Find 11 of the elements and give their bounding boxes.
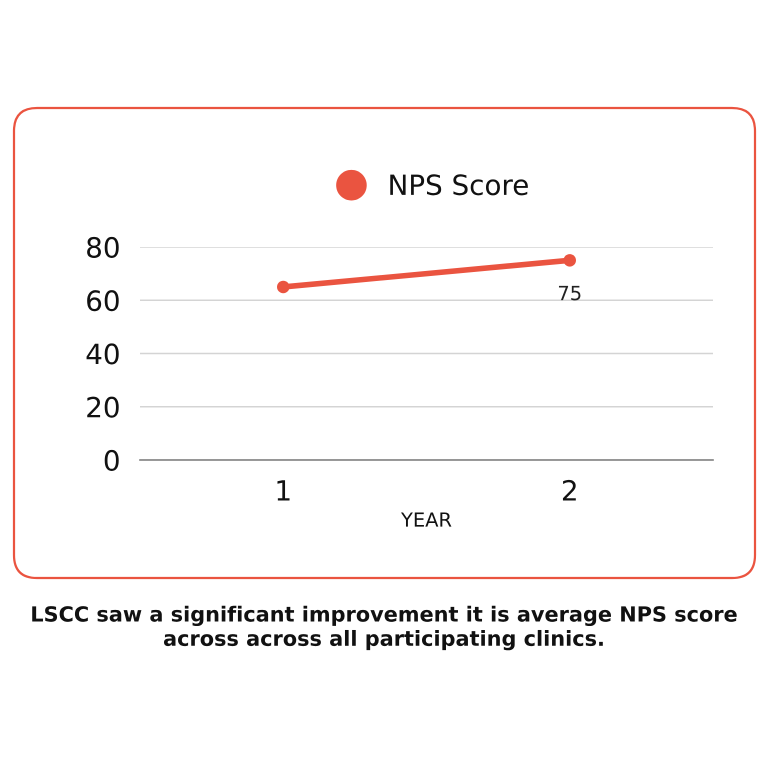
x-tick-label: 2 [562,480,576,501]
y-tick-label: 80 [87,236,119,258]
y-tick-label: 60 [87,290,119,312]
x-axis-title: YEAR [400,512,452,527]
y-tick-label: 20 [87,396,119,418]
y-tick-label: 40 [86,343,119,364]
data-label: 75 [558,286,580,300]
y-tick-label: 0 [104,450,119,471]
text: LSCC saw a significant improvement it is average NPS score across across all participating clinics. [32,606,737,650]
legend-label: NPS Score [390,174,528,196]
x-tick-label: 1 [277,480,290,501]
